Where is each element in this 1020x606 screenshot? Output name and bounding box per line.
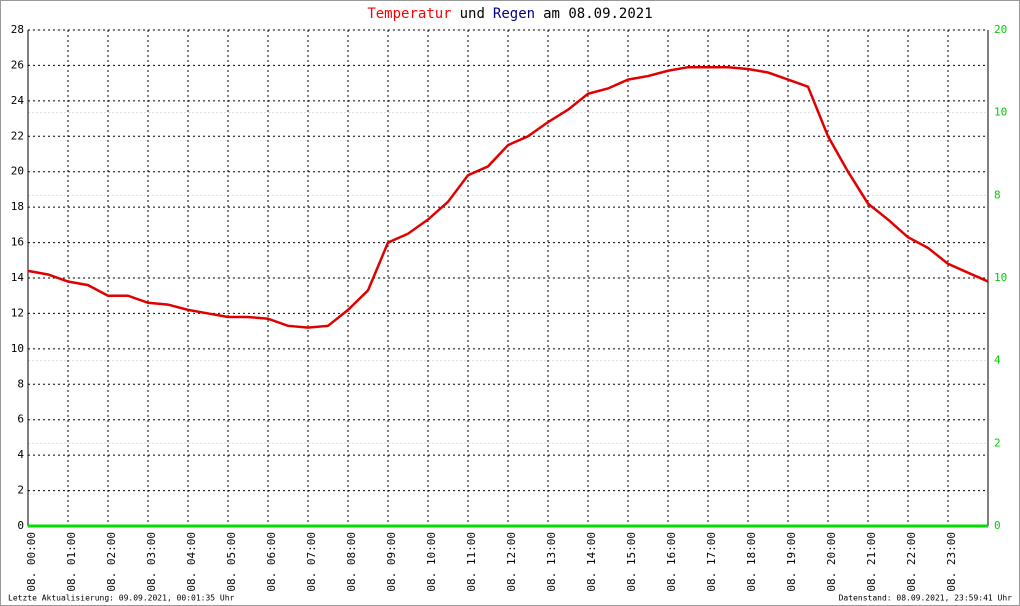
title-part: Temperatur bbox=[367, 6, 451, 22]
x-tick-label: 08. 10:00 bbox=[425, 532, 438, 592]
y2-tick-label: 0 bbox=[994, 519, 1001, 532]
x-tick-label: 08. 22:00 bbox=[905, 532, 918, 592]
y2-tick-label: 20 bbox=[994, 23, 1007, 36]
y2-tick-label: 10 bbox=[994, 106, 1007, 119]
x-tick-label: 08. 09:00 bbox=[385, 532, 398, 592]
y2-tick-label: 10 bbox=[994, 271, 1007, 284]
x-tick-label: 08. 13:00 bbox=[545, 532, 558, 592]
chart-title: Temperatur und Regen am 08.09.2021 bbox=[367, 6, 652, 22]
x-tick-label: 08. 06:00 bbox=[265, 532, 278, 592]
x-tick-label: 08. 21:00 bbox=[865, 532, 878, 592]
x-tick-label: 08. 07:00 bbox=[305, 532, 318, 592]
y-tick-label: 8 bbox=[17, 377, 24, 390]
x-tick-label: 08. 05:00 bbox=[225, 532, 238, 592]
x-tick-label: 08. 00:00 bbox=[25, 532, 38, 592]
x-tick-label: 08. 01:00 bbox=[65, 532, 78, 592]
x-tick-label: 08. 18:00 bbox=[745, 532, 758, 592]
x-tick-label: 08. 08:00 bbox=[345, 532, 358, 592]
x-tick-label: 08. 20:00 bbox=[825, 532, 838, 592]
x-tick-label: 08. 03:00 bbox=[145, 532, 158, 592]
x-tick-label: 08. 11:00 bbox=[465, 532, 478, 592]
title-part: und bbox=[460, 6, 485, 22]
y-tick-label: 4 bbox=[17, 448, 24, 461]
y-tick-label: 12 bbox=[11, 306, 24, 319]
x-tick-label: 08. 19:00 bbox=[785, 532, 798, 592]
y2-tick-label: 2 bbox=[994, 436, 1001, 449]
x-tick-label: 08. 04:00 bbox=[185, 532, 198, 592]
footer-right: Datenstand: 08.09.2021, 23:59:41 Uhr bbox=[839, 594, 1013, 603]
y2-tick-label: 8 bbox=[994, 188, 1001, 201]
x-tick-label: 08. 14:00 bbox=[585, 532, 598, 592]
x-tick-label: 08. 02:00 bbox=[105, 532, 118, 592]
y-tick-label: 10 bbox=[11, 342, 24, 355]
series-line bbox=[27, 65, 989, 329]
x-tick-label: 08. 16:00 bbox=[665, 532, 678, 592]
y-tick-label: 14 bbox=[11, 271, 25, 284]
title-part: Regen bbox=[493, 6, 535, 22]
footer-left: Letzte Aktualisierung: 09.09.2021, 00:01… bbox=[8, 594, 235, 603]
y-tick-label: 26 bbox=[11, 58, 24, 71]
y-tick-label: 0 bbox=[17, 519, 24, 532]
x-tick-label: 08. 23:00 bbox=[945, 532, 958, 592]
y-tick-label: 16 bbox=[11, 236, 24, 249]
y-tick-label: 20 bbox=[11, 165, 24, 178]
x-tick-label: 08. 12:00 bbox=[505, 532, 518, 592]
x-tick-label: 08. 17:00 bbox=[705, 532, 718, 592]
y-tick-label: 28 bbox=[11, 23, 24, 36]
y-tick-label: 24 bbox=[11, 94, 25, 107]
y-tick-label: 22 bbox=[11, 129, 24, 142]
title-part: am 08.09.2021 bbox=[543, 6, 653, 22]
y-tick-label: 6 bbox=[17, 413, 24, 426]
y-tick-label: 2 bbox=[17, 484, 24, 497]
y2-tick-label: 4 bbox=[994, 354, 1001, 367]
y-tick-label: 18 bbox=[11, 200, 24, 213]
x-tick-label: 08. 15:00 bbox=[625, 532, 638, 592]
